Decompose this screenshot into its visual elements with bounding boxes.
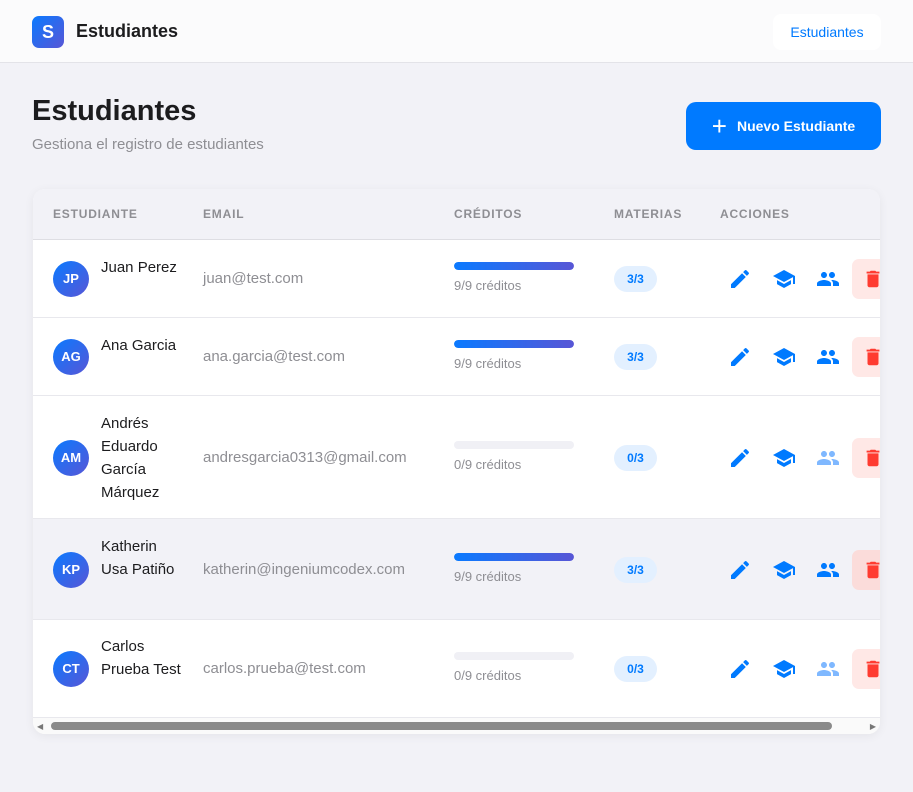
column-header: MATERIAS <box>614 207 683 221</box>
app-title: Estudiantes <box>76 21 179 41</box>
trash-icon <box>866 449 880 466</box>
avatar: KP <box>53 551 89 588</box>
table-row[interactable]: CT Carlos Prueba Test carlos.prueba@test… <box>33 620 880 718</box>
group-icon[interactable] <box>816 657 840 681</box>
group-icon[interactable] <box>816 267 840 291</box>
table-header: ESTUDIANTE EMAIL CRÉDITOS MATERIAS ACCIO… <box>33 189 880 240</box>
credits-progress-fill <box>454 340 574 348</box>
students-table: ESTUDIANTE EMAIL CRÉDITOS MATERIAS ACCIO… <box>33 189 880 734</box>
student-email: katherin@ingeniumcodex.com <box>203 560 405 578</box>
edit-pencil-icon[interactable] <box>728 267 752 291</box>
top-bar: S Estudiantes Estudiantes <box>0 0 913 63</box>
student-email: carlos.prueba@test.com <box>203 660 366 677</box>
credits-progress-bar <box>454 652 574 660</box>
delete-button[interactable] <box>852 259 880 299</box>
credits-progress-bar <box>454 262 574 270</box>
credits-text: 0/9 créditos <box>454 456 522 472</box>
scroll-left-arrow[interactable]: ◀ <box>37 722 44 731</box>
credits-progress-bar <box>454 552 574 561</box>
table-row[interactable]: JP Juan Perez juan@test.com 9/9 créditos… <box>33 240 880 318</box>
credits-progress-bar <box>454 440 574 449</box>
credits-text: 9/9 créditos <box>454 568 522 584</box>
app-logo: S <box>32 16 64 48</box>
column-header: ESTUDIANTE <box>53 207 138 221</box>
avatar: CT <box>53 651 89 687</box>
table-row[interactable]: AG Ana Garcia ana.garcia@test.com 9/9 cr… <box>33 318 880 396</box>
delete-button[interactable] <box>852 649 880 689</box>
student-name: Juan Perez <box>101 259 177 276</box>
graduation-cap-icon[interactable] <box>772 267 796 291</box>
new-student-button[interactable]: + Nuevo Estudiante <box>686 102 881 150</box>
scroll-right-arrow[interactable]: ▶ <box>869 722 876 731</box>
subjects-badge: 3/3 <box>614 344 657 370</box>
table-row[interactable]: KP Katherin Usa Patiño katherin@ingenium… <box>33 519 880 620</box>
page-title: Estudiantes <box>32 95 197 127</box>
edit-pencil-icon[interactable] <box>728 446 752 470</box>
edit-pencil-icon[interactable] <box>728 558 752 582</box>
column-header: EMAIL <box>203 207 245 221</box>
group-icon[interactable] <box>816 558 840 582</box>
scrollbar-thumb[interactable] <box>51 722 832 730</box>
horizontal-scrollbar[interactable]: ◀ ▶ <box>33 718 880 734</box>
student-name: Katherin Usa Patiño <box>101 538 175 578</box>
column-header: ACCIONES <box>720 207 790 221</box>
student-email: ana.garcia@test.com <box>203 348 345 365</box>
nav-estudiantes-button[interactable]: Estudiantes <box>773 14 881 50</box>
edit-pencil-icon[interactable] <box>728 345 752 369</box>
subjects-badge: 0/3 <box>614 444 657 471</box>
page-subtitle: Gestiona el registro de estudiantes <box>32 136 264 153</box>
avatar: AM <box>53 439 89 476</box>
credits-text: 9/9 créditos <box>454 278 522 293</box>
trash-icon <box>866 348 880 366</box>
group-icon[interactable] <box>816 446 840 470</box>
graduation-cap-icon[interactable] <box>772 657 796 681</box>
graduation-cap-icon[interactable] <box>772 446 796 470</box>
credits-progress-fill <box>454 552 574 561</box>
student-name: Carlos Prueba Test <box>101 637 181 678</box>
subjects-badge: 3/3 <box>614 556 657 583</box>
avatar: AG <box>53 339 89 375</box>
student-email: juan@test.com <box>203 270 304 287</box>
subjects-badge: 3/3 <box>614 266 657 292</box>
group-icon[interactable] <box>816 345 840 369</box>
table-row[interactable]: AM Andrés Eduardo García Márquez andresg… <box>33 396 880 519</box>
avatar: JP <box>53 261 89 297</box>
subjects-badge: 0/3 <box>614 656 657 682</box>
column-header: CRÉDITOS <box>454 207 523 221</box>
trash-icon <box>866 270 880 288</box>
student-name: Ana Garcia <box>101 337 177 354</box>
delete-button[interactable] <box>852 437 880 478</box>
credits-text: 0/9 créditos <box>454 668 522 683</box>
new-student-label: Nuevo Estudiante <box>736 118 856 134</box>
edit-pencil-icon[interactable] <box>728 657 752 681</box>
credits-progress-fill <box>454 262 574 270</box>
delete-button[interactable] <box>852 549 880 590</box>
student-email: andresgarcia0313@gmail.com <box>203 448 407 466</box>
student-name: Andrés Eduardo García Márquez <box>101 414 160 501</box>
trash-icon <box>866 561 880 578</box>
trash-icon <box>866 660 880 678</box>
credits-text: 9/9 créditos <box>454 356 522 371</box>
graduation-cap-icon[interactable] <box>772 558 796 582</box>
graduation-cap-icon[interactable] <box>772 345 796 369</box>
plus-icon: + <box>711 111 727 141</box>
credits-progress-bar <box>454 340 574 348</box>
delete-button[interactable] <box>852 337 880 377</box>
